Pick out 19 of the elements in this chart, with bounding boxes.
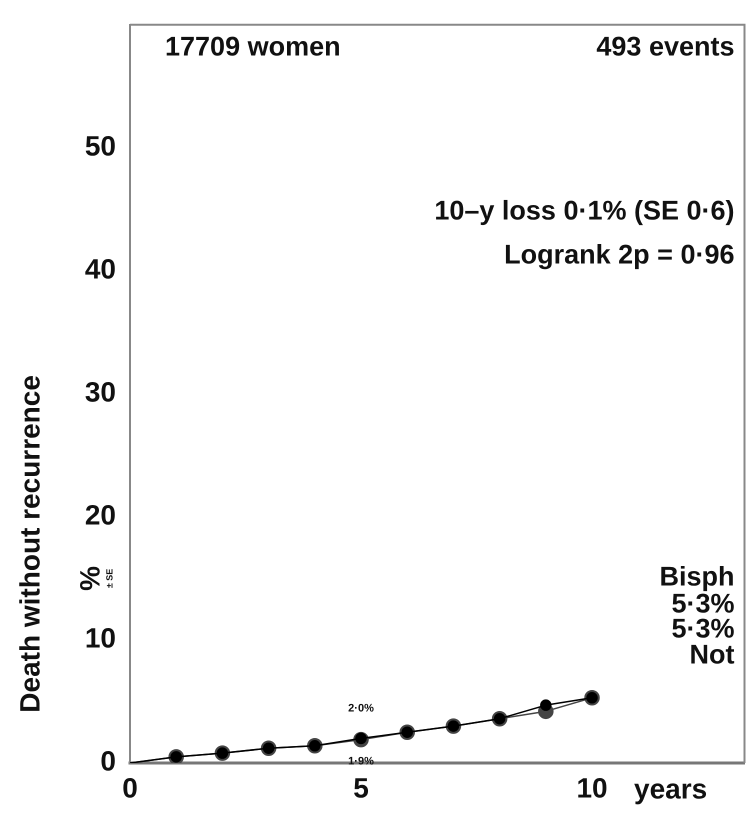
x-tick-label: 0 xyxy=(122,772,138,804)
y-tick-label: 10 xyxy=(84,622,116,654)
y-tick-label: 0 xyxy=(100,746,116,777)
x-tick-label: 5 xyxy=(353,772,369,804)
annotation: 17709 women xyxy=(165,31,341,62)
annotation: 2·0% xyxy=(348,702,374,714)
annotation: Logrank 2p = 0·96 xyxy=(504,239,734,270)
text: % ± SE xyxy=(74,566,114,591)
y-tick-label: 40 xyxy=(84,254,116,285)
y-axis-title: Death without recurrence xyxy=(14,375,46,713)
y-tick-label: 20 xyxy=(84,500,116,531)
x-axis-title: years xyxy=(634,774,708,805)
text: Bisph xyxy=(659,561,734,592)
annotation: 10–y loss 0·1% (SE 0·6) xyxy=(434,195,734,226)
x-tick-label: 10 xyxy=(576,772,608,804)
annotation: 493 events xyxy=(596,31,734,62)
y-tick-label: 50 xyxy=(84,130,116,162)
annotation: 1·9% xyxy=(348,756,374,768)
y-tick-label: 30 xyxy=(84,376,116,408)
